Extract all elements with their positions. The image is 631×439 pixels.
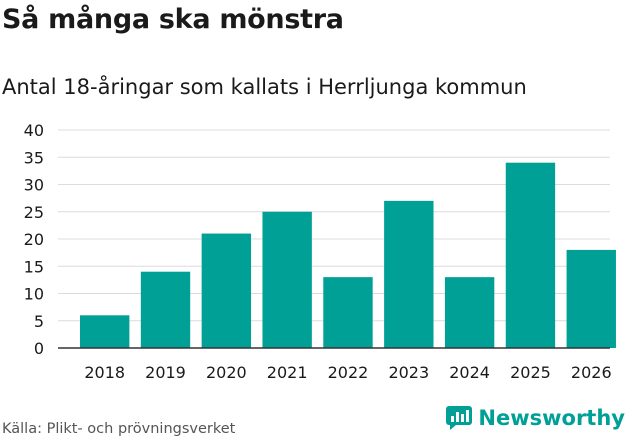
y-tick-label: 0 bbox=[34, 339, 44, 358]
bar-2021 bbox=[262, 211, 312, 348]
y-axis-ticks: 0 5 10 15 20 25 30 35 40 bbox=[24, 121, 44, 358]
x-tick-label: 2019 bbox=[145, 363, 186, 382]
bar-2020 bbox=[201, 233, 252, 348]
y-tick-label: 5 bbox=[34, 312, 44, 331]
x-tick-label: 2021 bbox=[267, 363, 308, 382]
y-tick-label: 35 bbox=[24, 148, 44, 167]
bar-2023 bbox=[384, 200, 434, 348]
y-tick-label: 15 bbox=[24, 257, 44, 276]
y-tick-label: 30 bbox=[24, 176, 44, 195]
bar-2022 bbox=[323, 277, 373, 348]
y-tick-label: 20 bbox=[24, 230, 44, 249]
newsworthy-logo-icon bbox=[446, 406, 473, 430]
y-tick-label: 10 bbox=[24, 285, 44, 304]
bar-2019 bbox=[140, 271, 191, 348]
bar-2018 bbox=[80, 315, 130, 348]
brand-logo: Newsworthy bbox=[446, 406, 625, 430]
x-axis-ticks: 2018 2019 2020 2021 2022 2023 2024 2025 2026 bbox=[84, 363, 611, 382]
brand-name: Newsworthy bbox=[478, 406, 625, 430]
bar-2025 bbox=[505, 162, 556, 348]
bar-2024 bbox=[444, 277, 495, 348]
x-tick-label: 2018 bbox=[84, 363, 125, 382]
x-tick-label: 2023 bbox=[388, 363, 429, 382]
y-tick-label: 40 bbox=[24, 121, 44, 140]
chart-title: Så många ska mönstra bbox=[2, 4, 344, 35]
chart-subtitle: Antal 18-åringar som kallats i Herrljung… bbox=[2, 75, 527, 99]
bars bbox=[80, 162, 616, 348]
x-tick-label: 2026 bbox=[571, 363, 612, 382]
x-tick-label: 2022 bbox=[328, 363, 369, 382]
bar-2026 bbox=[566, 249, 616, 348]
source-note: Källa: Plikt- och prövningsverket bbox=[2, 421, 236, 437]
x-tick-label: 2025 bbox=[510, 363, 551, 382]
x-tick-label: 2020 bbox=[206, 363, 247, 382]
y-tick-label: 25 bbox=[24, 203, 44, 222]
x-tick-label: 2024 bbox=[449, 363, 490, 382]
